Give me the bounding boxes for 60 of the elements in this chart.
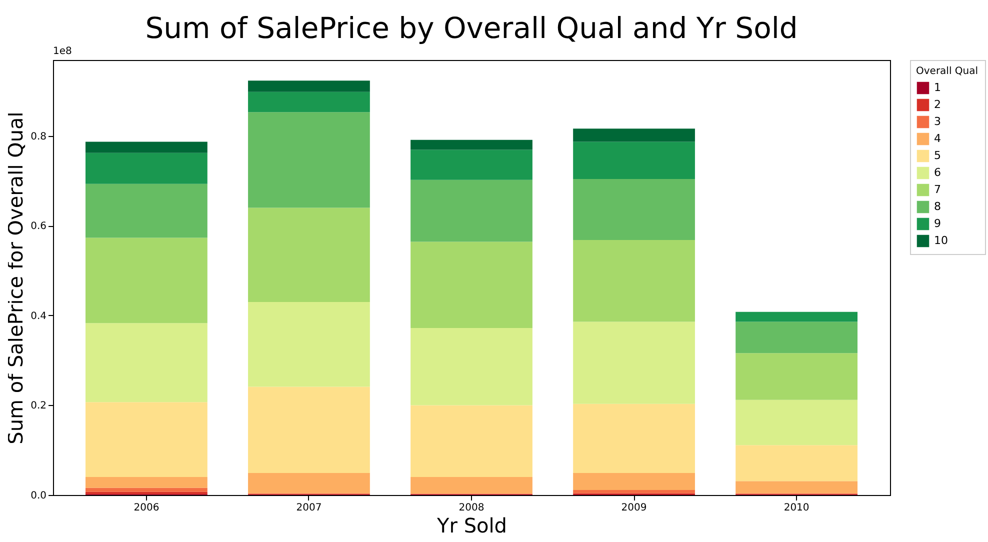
bar	[86, 477, 208, 488]
bar	[736, 400, 858, 446]
x-tick-label: 2007	[296, 502, 322, 514]
bar	[248, 302, 370, 387]
legend-label: 1	[934, 81, 941, 94]
bar	[248, 112, 370, 208]
bar	[573, 128, 695, 142]
text: 1e8	[53, 46, 72, 57]
bar	[573, 404, 695, 474]
bar	[86, 323, 208, 402]
bar	[410, 328, 532, 406]
bar	[86, 142, 208, 153]
bar	[248, 80, 370, 92]
bar	[410, 405, 532, 478]
legend-label: 4	[934, 132, 941, 145]
y-tick-label: 0.6	[30, 221, 46, 232]
bar	[410, 150, 532, 180]
bar	[573, 142, 695, 179]
bar	[86, 402, 208, 478]
bar	[736, 353, 858, 400]
bar	[248, 386, 370, 474]
legend-label: 2	[934, 98, 941, 111]
bar	[573, 490, 695, 494]
bar	[736, 312, 858, 322]
legend-title: Overall Qual	[916, 66, 978, 77]
bar	[248, 208, 370, 302]
bar	[573, 178, 695, 240]
x-tick-label: 2009	[621, 502, 647, 514]
bar	[86, 238, 208, 324]
x-tick-label: 2006	[134, 502, 160, 514]
bar	[736, 481, 858, 494]
y-tick-label: 0.2	[30, 400, 46, 412]
x-axis-title: Yr Sold	[436, 514, 507, 538]
bar	[410, 180, 532, 242]
y-tick-label: 0.0	[30, 490, 46, 502]
bar	[410, 242, 532, 328]
y-tick-label: 0.4	[30, 310, 46, 322]
legend-label: 7	[934, 183, 941, 196]
legend-label: 10	[934, 234, 948, 247]
bar	[573, 240, 695, 322]
bar	[573, 322, 695, 404]
bar	[86, 152, 208, 184]
x-tick-label: 2010	[784, 502, 810, 514]
bar	[86, 488, 208, 492]
bar	[410, 140, 532, 150]
legend-label: 5	[934, 149, 941, 162]
legend-label: 9	[934, 217, 941, 230]
chart-title: Sum of SalePrice by Overall Qual and Yr Sold	[145, 11, 798, 45]
bar	[736, 322, 858, 354]
bar	[573, 473, 695, 490]
bar	[248, 473, 370, 494]
bar	[86, 184, 208, 238]
legend-label: 6	[934, 166, 941, 179]
y-tick-label: 0.8	[30, 131, 46, 142]
bar	[410, 477, 532, 494]
legend-label: 8	[934, 200, 941, 213]
legend-label: 3	[934, 115, 941, 128]
bar	[248, 92, 370, 112]
x-tick-label: 2008	[458, 502, 484, 514]
bar	[736, 445, 858, 482]
